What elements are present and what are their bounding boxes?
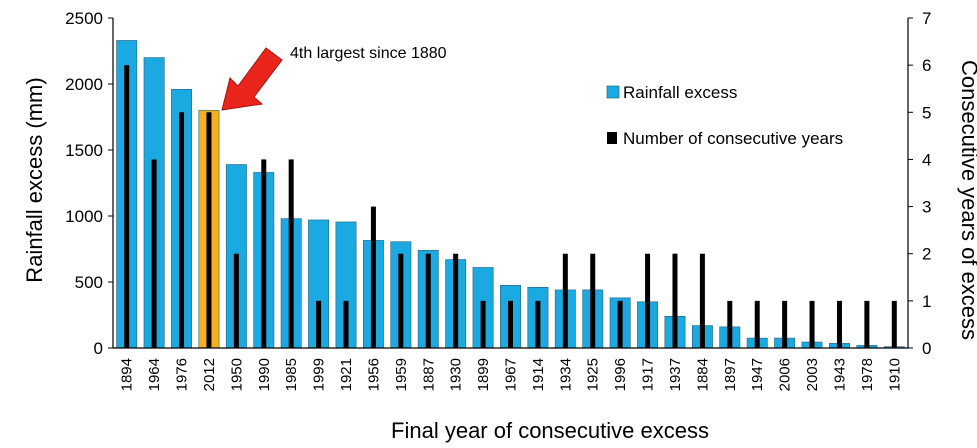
consecutive-years-bar-1930 [453,253,459,348]
consecutive-years-bar-1917 [645,253,651,348]
x-tick-label: 1937 [667,358,684,391]
consecutive-years-bar-1999 [316,300,322,348]
x-tick-label: 1925 [585,358,602,391]
consecutive-years-bar-1894 [124,65,130,348]
consecutive-years-bar-1925 [590,253,596,348]
consecutive-years-bar-2006 [782,300,788,348]
annotation-text: 4th largest since 1880 [290,45,447,62]
x-tick-label: 1943 [831,358,848,391]
x-tick-label: 1921 [338,358,355,391]
consecutive-years-bar-1897 [727,300,733,348]
x-tick-label: 1910 [886,358,903,391]
x-tick-label: 2006 [777,358,794,391]
consecutive-years-bar-1899 [480,300,486,348]
consecutive-years-bar-1956 [370,206,376,348]
y2-tick-label: 5 [922,103,931,122]
legend-label-years: Number of consecutive years [623,129,843,148]
consecutive-years-bar-1967 [508,300,513,348]
axes-layer: 1894 1964 1976 2012 1950 1990 1985 1999 1921 1956… [65,9,931,391]
consecutive-years-bar-1943 [836,300,842,348]
y-axis-title: Rainfall excess (mm) [22,77,47,282]
x-tick-label: 1956 [365,358,382,391]
x-tick-label: 1947 [749,358,766,391]
y2-tick-label: 6 [922,56,931,75]
consecutive-years-bar-1978 [864,300,870,348]
y-tick-label: 1000 [65,207,103,226]
consecutive-years-bar-1884 [699,253,705,348]
x-tick-label: 1934 [557,358,574,391]
y2-tick-label: 4 [922,150,931,169]
x-axis-title: Final year of consecutive excess [391,418,709,443]
consecutive-years-bar-1947 [754,300,760,348]
annotation-arrow [221,47,283,111]
y2-tick-label: 7 [922,9,931,28]
consecutive-years-bar-1887 [425,253,431,348]
x-tick-label: 1976 [174,358,191,391]
x-tick-label: 1930 [448,358,465,391]
consecutive-years-layer [124,65,897,348]
y2-tick-label: 1 [922,292,931,311]
consecutive-years-bar-1914 [535,300,541,348]
y-tick-label: 2000 [65,75,103,94]
x-tick-label: 2003 [804,358,821,391]
x-tick-label: 1978 [859,358,876,391]
x-tick-label: 1897 [722,358,739,391]
consecutive-years-bar-1985 [288,159,294,348]
x-tick-label: 1967 [503,358,520,391]
consecutive-years-bar-1964 [151,159,157,348]
y-tick-label: 2500 [65,9,103,28]
x-tick-label: 1887 [420,358,437,391]
legend: Rainfall excess Number of consecutive ye… [606,83,843,148]
y-tick-label: 0 [94,339,103,358]
legend-label-rainfall: Rainfall excess [623,83,737,102]
x-tick-label: 1899 [475,358,492,391]
consecutive-years-bar-1996 [617,300,623,348]
y2-tick-label: 2 [922,245,931,264]
x-tick-label: 1950 [228,358,245,391]
consecutive-years-bar-1934 [562,253,568,348]
consecutive-years-bar-1921 [343,300,349,348]
x-tick-label: 1996 [612,358,629,391]
x-tick-label: 1990 [256,358,273,391]
annotation: 4th largest since 1880 [221,45,447,111]
y2-axis-title: Consecutive years of excess [957,60,977,340]
consecutive-years-bar-1950 [233,253,239,348]
y2-tick-label: 3 [922,198,931,217]
consecutive-years-bar-1990 [261,159,267,348]
x-tick-label: 1884 [694,358,711,391]
consecutive-years-bar-1959 [398,253,404,348]
consecutive-years-bar-1910 [891,300,897,348]
x-tick-label: 1917 [640,358,657,391]
x-tick-label: 1959 [393,358,410,391]
consecutive-years-bar-2003 [809,300,815,348]
y2-tick-label: 0 [922,339,931,358]
consecutive-years-bar-1937 [672,253,678,348]
x-tick-label: 1914 [530,358,547,391]
x-tick-label: 1964 [146,358,163,391]
consecutive-years-bar-1976 [179,112,185,348]
legend-swatch-years [607,132,617,144]
x-tick-label: 1985 [283,358,300,391]
y-tick-label: 500 [75,273,103,292]
x-tick-label: 1999 [311,358,328,391]
x-tick-label: 1894 [119,358,136,391]
legend-swatch-rainfall [606,85,620,99]
y-tick-label: 1500 [65,141,103,160]
consecutive-years-bar-2012 [206,112,212,348]
x-tick-label: 2012 [201,358,218,391]
